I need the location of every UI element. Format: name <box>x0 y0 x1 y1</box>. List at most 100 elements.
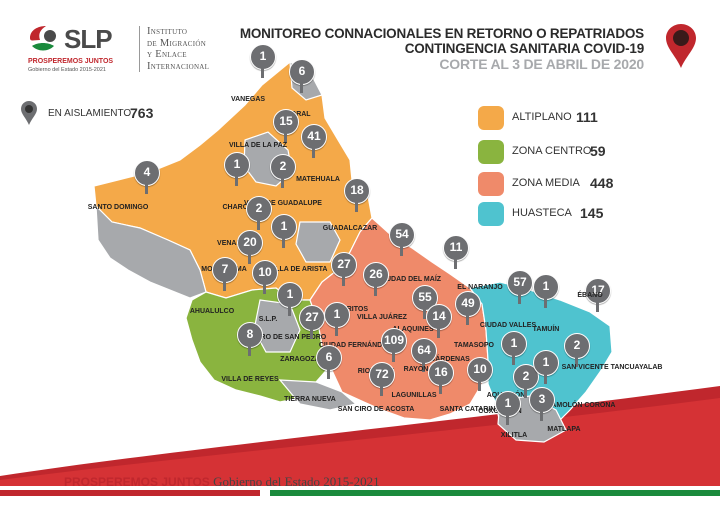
map-pin-tail <box>300 81 303 93</box>
map-pin-icon <box>237 230 263 256</box>
municipality-label: TAMASOPO <box>454 342 494 349</box>
map-pin-icon <box>411 338 437 364</box>
map-pin-icon <box>316 345 342 371</box>
isolation-label: EN AISLAMIENTO <box>48 108 132 119</box>
marker-count: 54 <box>395 227 409 241</box>
municipality-label: RAYÓN <box>403 366 429 373</box>
logo-divider <box>139 26 140 72</box>
map-pin-tail <box>540 409 543 421</box>
map-pin-tail <box>235 174 238 186</box>
map-pin-tail <box>437 326 440 338</box>
map-pin-icon <box>426 304 452 330</box>
map-pin-tail <box>400 244 403 256</box>
map-pin: 27 <box>331 252 357 288</box>
municipality-label: TAMPAMOLÓN CORONA <box>532 402 616 409</box>
map-pin-tail <box>248 252 251 264</box>
municipality-label: XILITLA <box>500 432 528 439</box>
municipality-label: VILLA DE LA PAZ <box>228 142 288 149</box>
legend-swatch <box>478 140 504 164</box>
map-pin: 1 <box>250 44 276 80</box>
logo-text: SLP <box>64 24 113 54</box>
map-pin-tail <box>263 282 266 294</box>
logo-subtitle: Gobierno del Estado 2015-2021 <box>28 67 106 73</box>
footer-bar-segment <box>0 490 260 496</box>
map-pin: 72 <box>369 362 395 398</box>
map-pin-icon <box>381 328 407 354</box>
municipality-label: CIUDAD VALLES <box>479 322 537 329</box>
marker-count: 18 <box>350 183 364 197</box>
municipality-label: VILLA DE REYES <box>221 376 279 383</box>
map-pin: 1 <box>533 350 559 386</box>
header-logo: SLP PROSPEREMOS JUNTOS Gobierno del Esta… <box>26 22 226 78</box>
marker-count: 1 <box>542 279 550 293</box>
map-pin: 2 <box>564 333 590 369</box>
marker-count: 26 <box>369 267 383 281</box>
map-pin: 18 <box>344 178 370 214</box>
map-pin: 1 <box>501 331 527 367</box>
location-pin-icon <box>666 24 696 68</box>
map-pin-tail <box>288 304 291 316</box>
map-pin: 26 <box>363 262 389 298</box>
map-pin: 7 <box>212 257 238 293</box>
map-pin-tail <box>596 300 599 312</box>
municipality-label: VILLA JUÁREZ <box>357 314 407 321</box>
map-pin-icon <box>324 302 350 328</box>
marker-count: 57 <box>513 275 527 289</box>
legend-item-huasteca: HUASTECA 145 <box>478 202 718 226</box>
map-pin: 1 <box>324 302 350 338</box>
map-pin-tail <box>524 386 527 398</box>
map-pin-tail <box>478 379 481 391</box>
marker-count: 1 <box>286 287 294 301</box>
map-pin-tail <box>380 384 383 396</box>
municipality-label: SAN VICENTE TANCUAYALAB <box>561 364 663 371</box>
municipality-label: SAN CIRO DE ACOSTA <box>337 406 415 413</box>
map-pin-tail <box>327 367 330 379</box>
footer-text: PROSPEREMOS JUNTOS Gobierno del Estado 2… <box>64 474 380 490</box>
marker-count: 1 <box>259 49 267 63</box>
map-pin: 1 <box>533 274 559 310</box>
marker-count: 6 <box>298 64 306 78</box>
map-pin: 1 <box>277 282 303 318</box>
map-pin: 2 <box>270 154 296 190</box>
map-pin-tail <box>312 146 315 158</box>
municipality-label: AHUALULCO <box>189 308 235 315</box>
map-pin-tail <box>257 218 260 230</box>
map-pin-tail <box>439 382 442 394</box>
marker-count: 27 <box>305 310 319 324</box>
marker-count: 17 <box>591 283 605 297</box>
map-pin-tail <box>248 344 251 356</box>
region-none <box>278 379 358 411</box>
marker-count: 72 <box>375 367 389 381</box>
map-pin-tail <box>355 200 358 212</box>
map-pin-tail <box>506 413 509 425</box>
municipality-label: VILLA DE ARISTA <box>268 266 328 273</box>
municipality-label: GUADALCAZAR <box>322 225 378 232</box>
map-pin-icon <box>564 333 590 359</box>
map-pin-tail <box>335 324 338 336</box>
logo-tagline: PROSPEREMOS JUNTOS <box>28 58 114 65</box>
municipality-label: SANTA CATARINA <box>439 406 501 413</box>
municipality-label: TIERRA NUEVA <box>284 396 336 403</box>
map-pin-tail <box>575 355 578 367</box>
marker-count: 7 <box>221 262 229 276</box>
municipality-label: ÉBANO <box>577 292 603 299</box>
marker-count: 20 <box>243 235 257 249</box>
map-pin-tail <box>261 66 264 78</box>
municipality-label: MATEHUALA <box>296 176 340 183</box>
marker-count: 6 <box>325 350 333 364</box>
map-pin: 41 <box>301 124 327 160</box>
map-pin-tail <box>422 360 425 372</box>
marker-count: 1 <box>504 396 512 410</box>
legend-item-centro: ZONA CENTRO 59 <box>478 140 718 164</box>
map-pin: 3 <box>529 387 555 423</box>
slp-logo-icon <box>30 26 56 51</box>
municipality-label: CERRO DE SAN PEDRO <box>245 334 327 341</box>
map-pin-icon <box>289 59 315 85</box>
map-pin-tail <box>374 284 377 296</box>
marker-count: 64 <box>417 343 431 357</box>
footer-bar-segment <box>270 490 720 496</box>
map-pin-tail <box>342 274 345 286</box>
municipality-label: ZARAGOZA <box>280 356 320 363</box>
footer-tagline: PROSPEREMOS JUNTOS <box>64 475 210 489</box>
map-pin-icon <box>250 44 276 70</box>
